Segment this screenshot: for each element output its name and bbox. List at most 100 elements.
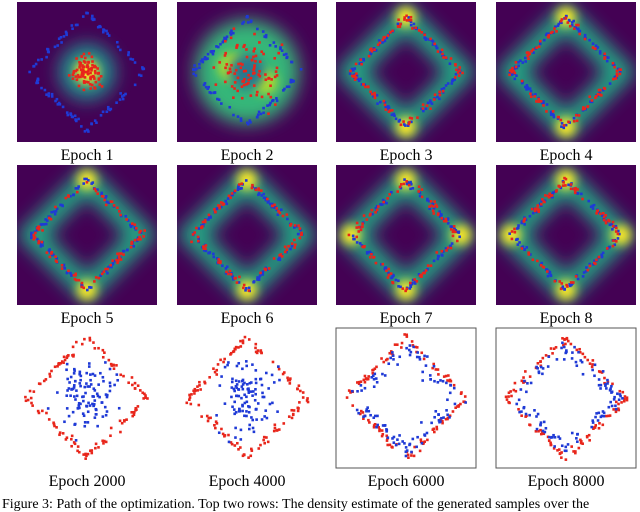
sample-point [119, 92, 122, 95]
sample-point [562, 181, 565, 184]
sample-point [260, 383, 264, 387]
sample-point [545, 103, 549, 106]
sample-point [569, 281, 573, 284]
sample-point [602, 414, 606, 418]
sample-point [70, 444, 73, 448]
sample-point [84, 391, 87, 395]
sample-point [253, 398, 257, 402]
sample-point [359, 228, 363, 232]
sample-point [101, 110, 105, 114]
sample-point [197, 227, 201, 230]
sample-point [600, 414, 604, 418]
sample-point [609, 387, 612, 391]
sample-point [239, 66, 243, 70]
sample-point [116, 261, 119, 265]
sample-point [542, 266, 546, 269]
sample-point [504, 395, 508, 399]
sample-point [452, 229, 455, 232]
sample-point [240, 85, 244, 89]
sample-point [297, 384, 301, 387]
sample-point [67, 195, 70, 198]
sample-point [568, 283, 571, 286]
sample-point [362, 57, 365, 61]
sample-point [423, 33, 427, 37]
sample-point [372, 416, 376, 420]
sample-point [381, 38, 385, 42]
sample-point [397, 442, 401, 446]
sample-point [564, 342, 567, 346]
sample-point [69, 375, 73, 379]
sample-point [392, 435, 396, 439]
sample-point [413, 278, 416, 281]
sample-point [426, 197, 429, 201]
sample-point [229, 351, 233, 355]
sample-point [591, 204, 595, 208]
sample-point [45, 93, 48, 96]
sample-point [280, 49, 284, 52]
sample-point [45, 251, 49, 254]
sample-point [451, 410, 455, 413]
sample-point [78, 370, 82, 374]
sample-point [353, 78, 357, 82]
sample-point [219, 205, 223, 209]
sample-point [601, 88, 605, 92]
sample-point [230, 63, 233, 67]
sample-point [536, 259, 539, 263]
sample-point [207, 218, 210, 221]
sample-point [40, 58, 43, 61]
sample-point [290, 242, 294, 245]
sample-point [29, 396, 33, 400]
sample-point [193, 392, 196, 395]
sample-point [615, 226, 618, 230]
sample-point [387, 362, 391, 366]
sample-point [267, 267, 271, 270]
sample-point [299, 389, 302, 393]
sample-point [529, 253, 532, 256]
sample-point [532, 51, 535, 54]
sample-point [458, 70, 461, 74]
sample-point [224, 80, 227, 84]
sample-point [425, 104, 429, 107]
sample-point [133, 61, 137, 64]
sample-point [73, 369, 76, 372]
sample-point [79, 75, 82, 79]
sample-point [542, 104, 545, 107]
sample-point [265, 268, 269, 271]
sample-point [54, 99, 57, 103]
sample-point [133, 238, 137, 242]
sample-point [237, 448, 240, 451]
sample-point [269, 101, 272, 105]
sample-point [386, 196, 389, 200]
sample-point [80, 73, 83, 77]
sample-point [122, 253, 125, 256]
sample-point [253, 71, 256, 75]
sample-point [381, 424, 385, 427]
sample-point [215, 45, 218, 48]
sample-point [434, 44, 438, 48]
sample-point [451, 230, 455, 234]
sample-point [620, 401, 623, 404]
sample-point [385, 439, 389, 442]
sample-point [530, 49, 533, 53]
sample-point [367, 409, 371, 413]
sample-point [46, 407, 50, 410]
sample-point [597, 88, 601, 92]
sample-point [276, 410, 279, 413]
sample-point [536, 412, 540, 416]
sample-point [586, 268, 590, 272]
sample-point [406, 124, 410, 127]
sample-point [245, 410, 248, 413]
panel-caption: Epoch 4000 [209, 473, 286, 490]
sample-point [267, 387, 270, 390]
sample-point [272, 429, 276, 433]
sample-point [193, 64, 196, 67]
sample-point [103, 405, 107, 409]
sample-point [256, 349, 260, 352]
sample-point [384, 266, 388, 269]
sample-point [76, 449, 79, 453]
sample-point [433, 430, 436, 434]
sample-point [89, 71, 92, 75]
sample-point [352, 237, 355, 241]
sample-point [255, 115, 259, 119]
sample-point [208, 376, 211, 379]
